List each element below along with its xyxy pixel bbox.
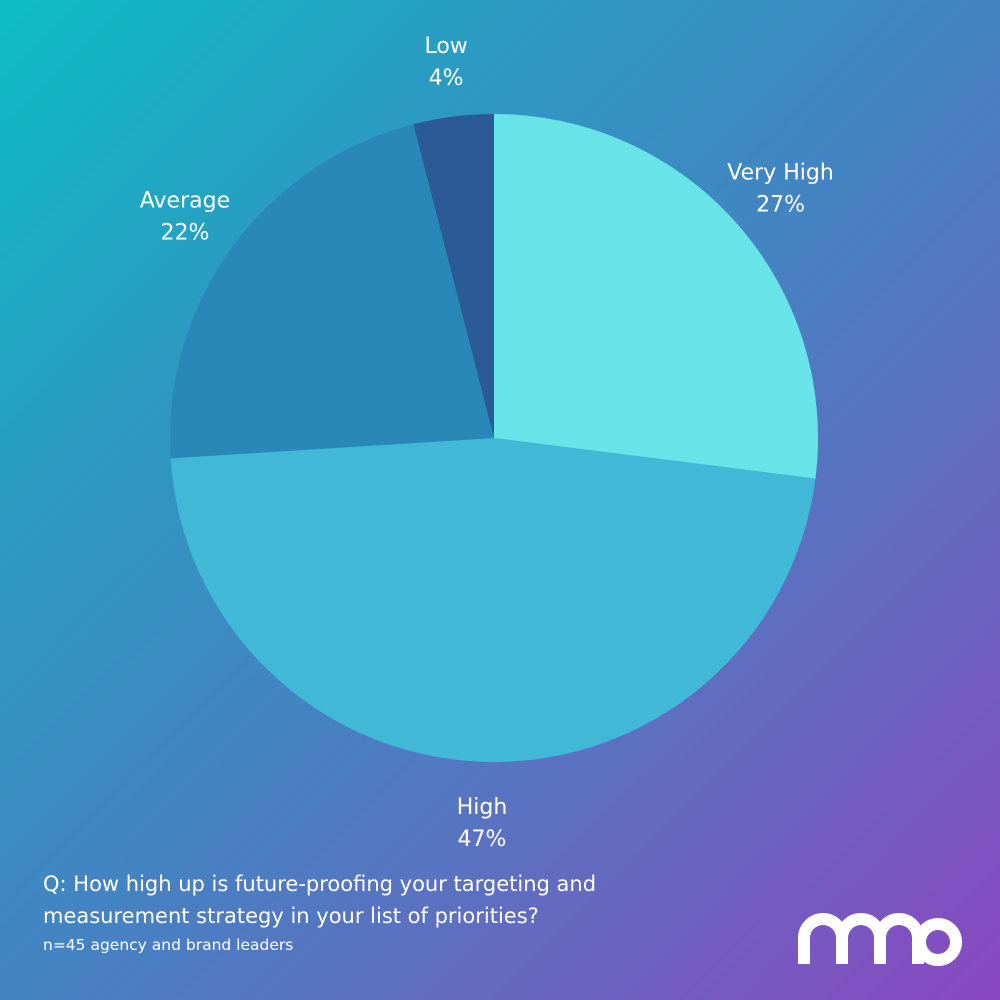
slice-value-average: 22% [161,220,210,245]
slice-label-average: Average [140,188,230,213]
slice-value-very-high: 27% [756,192,805,217]
pie-slice-low [413,114,494,438]
pie-labels: Very High 27% High 47% Average 22% Low 4% [140,34,834,852]
pie-slices [170,114,819,762]
pie-slice-very-high [494,114,819,479]
question-line-2: measurement strategy in your list of pri… [43,904,539,928]
slice-label-very-high: Very High [727,160,834,185]
nano-logo-icon [798,913,962,966]
slice-value-high: 47% [458,827,507,852]
slice-label-high: High [457,795,508,820]
pie-slice-high [170,438,816,762]
sample-size-note: n=45 agency and brand leaders [43,936,294,954]
slice-label-low: Low [424,34,467,59]
chart-footer: Q: How high up is future-proofing your t… [43,868,743,956]
question-line-1: Q: How high up is future-proofing your t… [43,872,597,896]
pie-slice-average [170,124,494,459]
slice-value-low: 4% [429,66,464,91]
question-text: Q: How high up is future-proofing your t… [43,868,743,932]
